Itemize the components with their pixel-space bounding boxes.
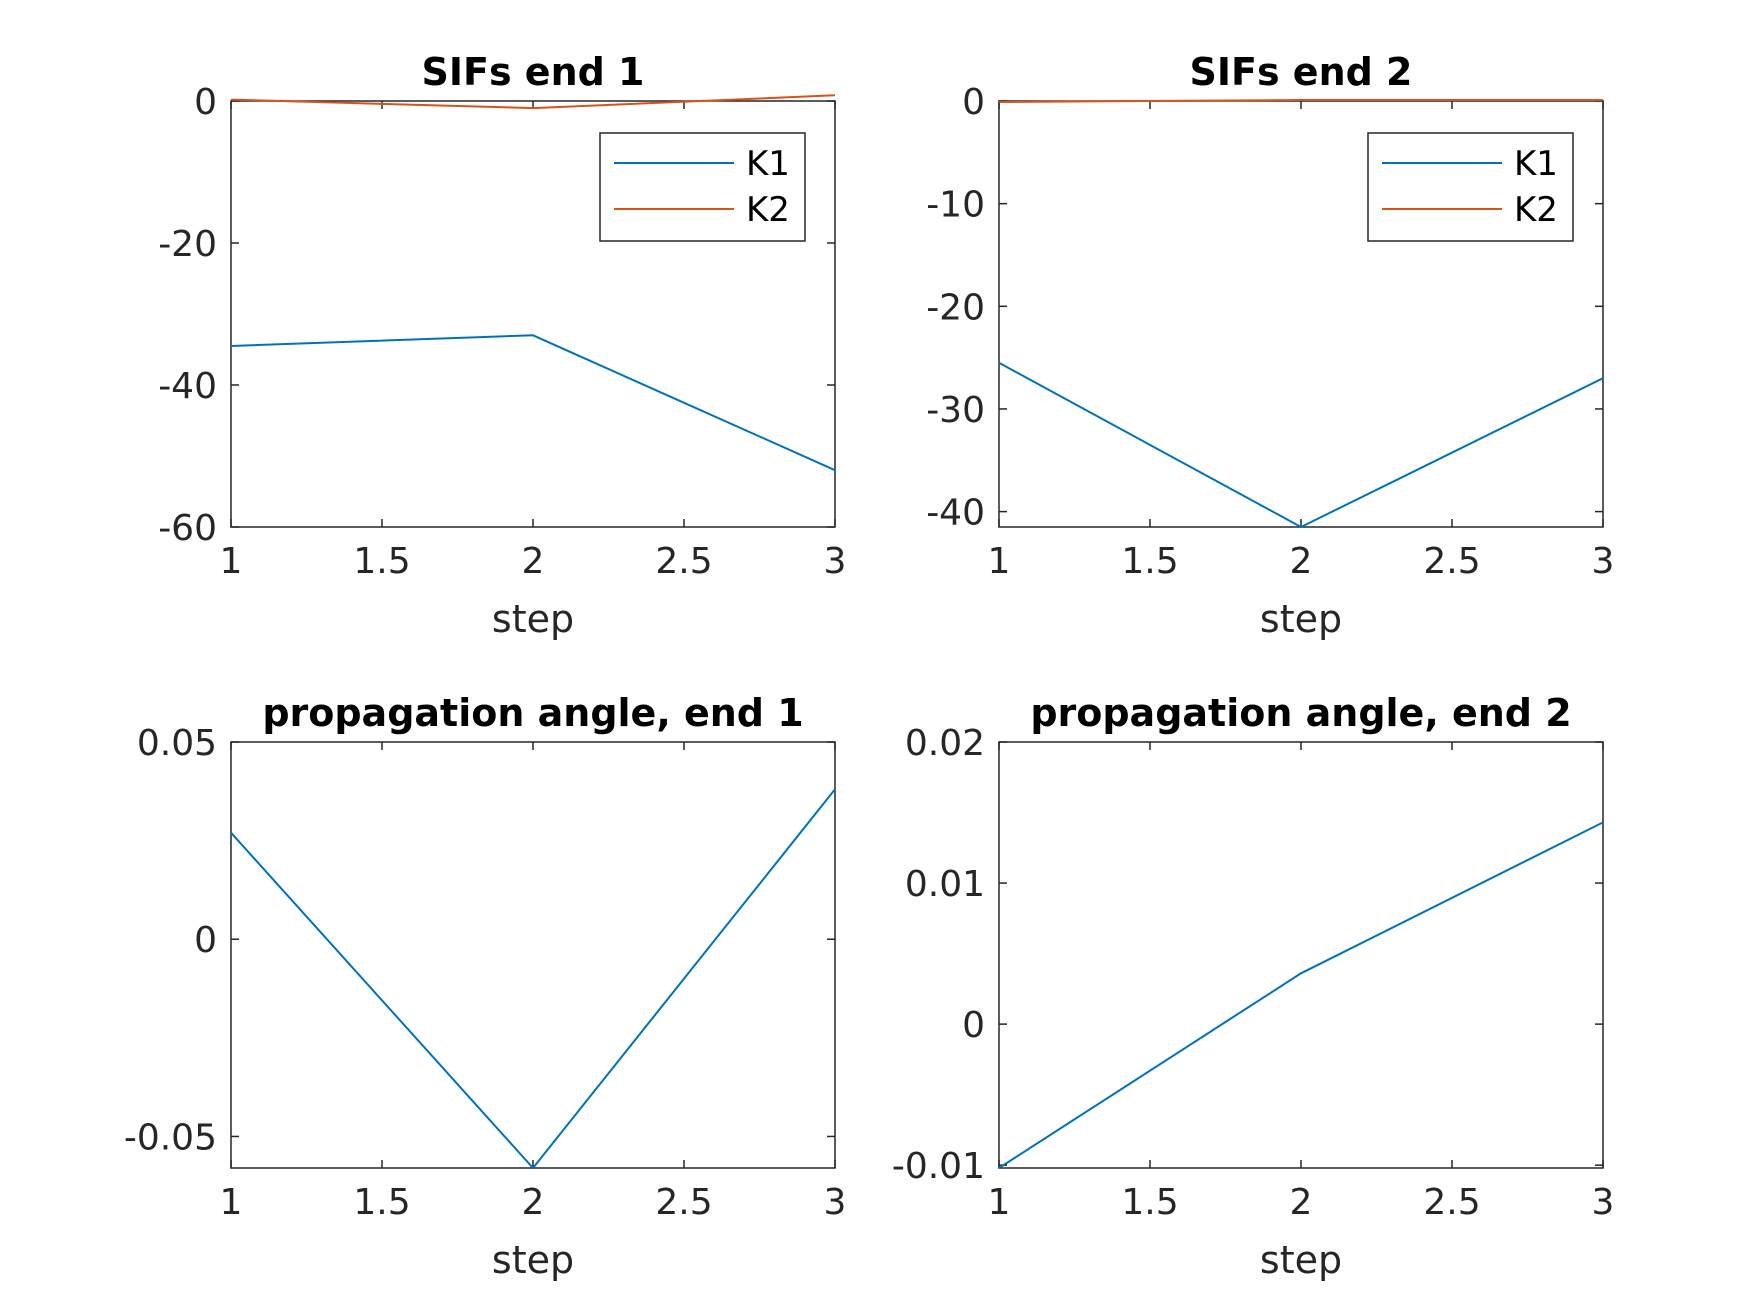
axes-box <box>230 741 836 1169</box>
x-axis-label: step <box>492 1238 574 1282</box>
axes-box <box>998 741 1604 1169</box>
y-tick-label: 0 <box>962 1005 985 1046</box>
legend-label: K2 <box>746 190 790 230</box>
x-tick-label: 1.5 <box>1121 541 1178 582</box>
x-tick-label: 2.5 <box>655 541 712 582</box>
x-tick-label: 1 <box>220 541 243 582</box>
legend-box <box>599 132 806 242</box>
series-line-k2 <box>998 99 1603 103</box>
x-tick-label: 1.5 <box>353 541 410 582</box>
y-tick-label: 0 <box>194 920 217 961</box>
series-line-k1 <box>230 334 836 472</box>
y-tick-label: 0.01 <box>905 864 985 905</box>
x-tick-label: 2 <box>522 1182 545 1223</box>
legend-box <box>1367 132 1574 242</box>
x-tick-label: 3 <box>1592 541 1615 582</box>
x-tick-label: 2 <box>522 541 545 582</box>
x-tick-label: 1.5 <box>353 1182 410 1223</box>
chart-title: propagation angle, end 2 <box>1030 691 1571 735</box>
y-tick-label: 0 <box>962 82 985 123</box>
series-line-1 <box>230 788 836 1170</box>
x-axis-label: step <box>1260 597 1342 641</box>
series-line-1 <box>998 821 1604 1169</box>
x-tick-label: 3 <box>824 1182 847 1223</box>
y-tick-label: -30 <box>926 390 985 431</box>
y-tick-label: 0.02 <box>905 723 985 764</box>
x-tick-label: 2 <box>1290 1182 1313 1223</box>
y-tick-label: -10 <box>926 185 985 226</box>
y-tick-label: 0 <box>194 82 217 123</box>
x-tick-label: 2.5 <box>655 1182 712 1223</box>
chart-title: SIFs end 2 <box>1189 50 1412 94</box>
y-tick-label: -20 <box>926 287 985 328</box>
y-tick-label: 0.05 <box>137 723 217 764</box>
y-tick-label: -0.01 <box>892 1146 985 1187</box>
y-tick-label: -20 <box>158 224 217 265</box>
chart-title: propagation angle, end 1 <box>262 691 803 735</box>
x-tick-label: 1.5 <box>1121 1182 1178 1223</box>
series-line-k1 <box>998 361 1604 529</box>
subplot-4: 1 1.5 2 2.5 3 0.02 0.01 0 -0.01 propagation angle… <box>892 691 1615 1282</box>
y-tick-label: -40 <box>926 493 985 534</box>
x-tick-label: 1 <box>988 1182 1011 1223</box>
x-tick-label: 2 <box>1290 541 1313 582</box>
y-tick-label: -60 <box>158 508 217 549</box>
legend-label: K1 <box>1514 144 1558 184</box>
legend-label: K1 <box>746 144 790 184</box>
x-tick-label: 3 <box>1592 1182 1615 1223</box>
x-tick-label: 2.5 <box>1423 1182 1480 1223</box>
x-axis-label: step <box>1260 1238 1342 1282</box>
legend-label: K2 <box>1514 190 1558 230</box>
y-tick-label: -0.05 <box>124 1117 217 1158</box>
y-tick-label: -40 <box>158 366 217 407</box>
subplot-3: 1 1.5 2 2.5 3 0.05 0 -0.05 propagation angle, en… <box>124 691 847 1282</box>
x-axis-label: step <box>492 597 574 641</box>
chart-title: SIFs end 1 <box>421 50 644 94</box>
x-tick-label: 1 <box>220 1182 243 1223</box>
x-tick-label: 3 <box>824 541 847 582</box>
x-tick-label: 1 <box>988 541 1011 582</box>
series-line-k2 <box>230 94 836 110</box>
x-tick-label: 2.5 <box>1423 541 1480 582</box>
